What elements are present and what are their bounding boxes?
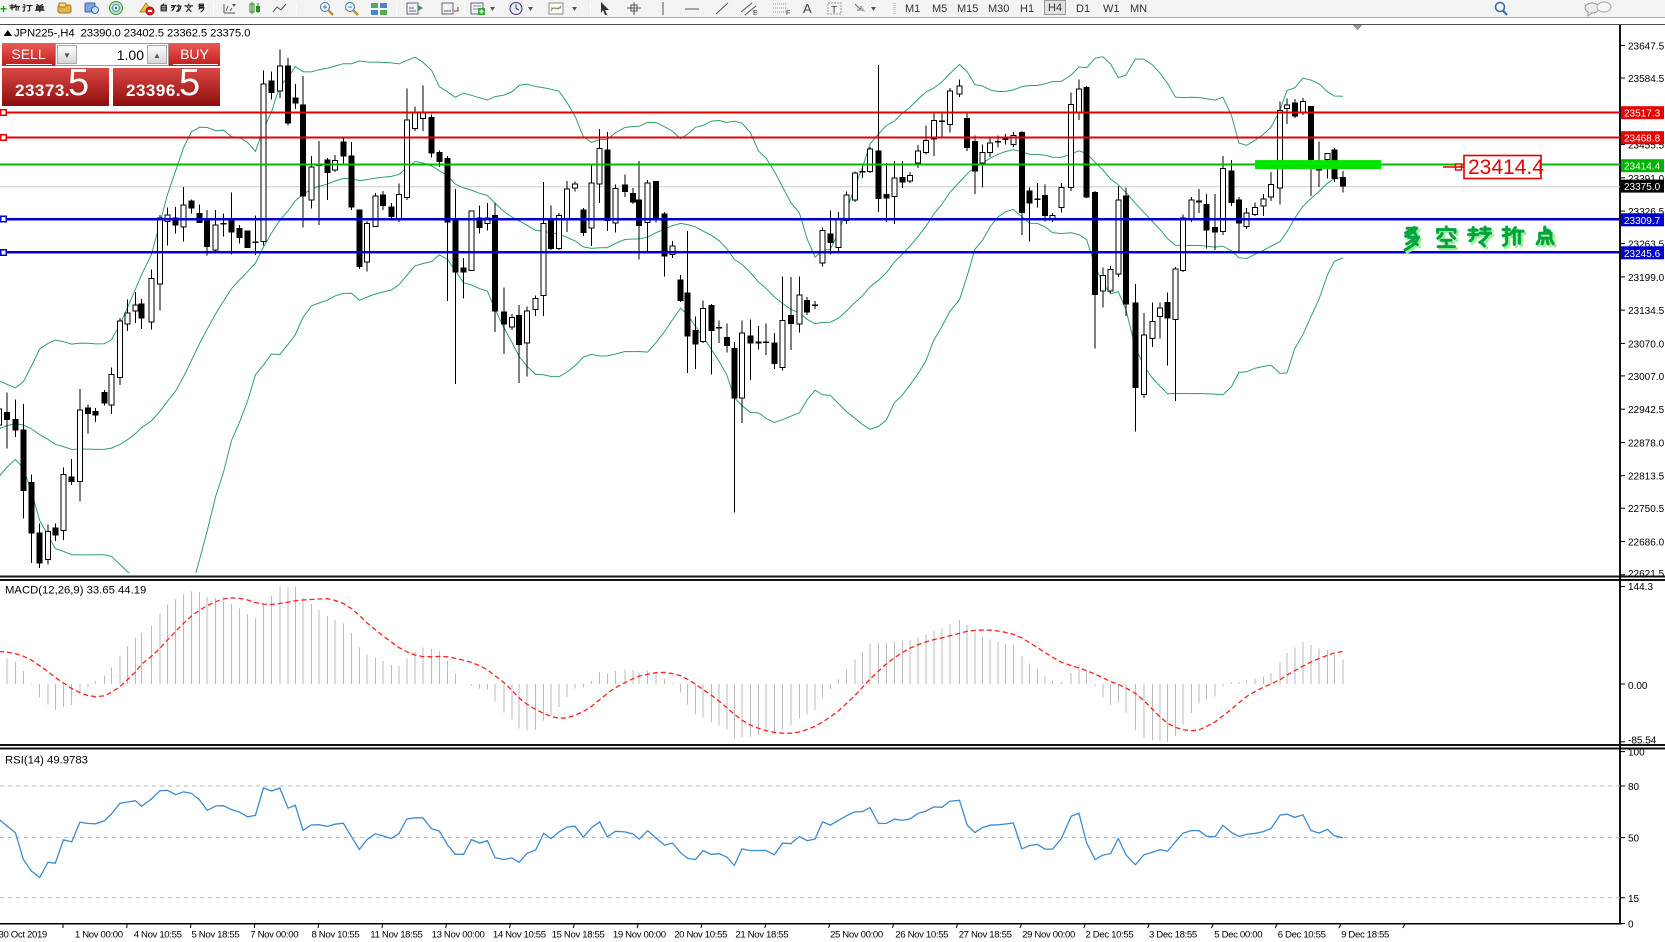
svg-text:23414.4: 23414.4 bbox=[1468, 156, 1544, 179]
svg-text:9 Dec 18:55: 9 Dec 18:55 bbox=[1341, 930, 1389, 941]
svg-text:29 Nov 00:00: 29 Nov 00:00 bbox=[1022, 930, 1075, 941]
svg-text:23455.5: 23455.5 bbox=[1628, 141, 1665, 152]
svg-text:22878.0: 22878.0 bbox=[1628, 439, 1665, 450]
svg-text:23007.0: 23007.0 bbox=[1628, 372, 1665, 383]
svg-text:100: 100 bbox=[1628, 748, 1645, 759]
svg-text:0: 0 bbox=[1628, 920, 1634, 931]
svg-text:23309.7: 23309.7 bbox=[1624, 216, 1661, 227]
svg-text:14 Nov 10:55: 14 Nov 10:55 bbox=[493, 930, 546, 941]
svg-text:3 Dec 18:55: 3 Dec 18:55 bbox=[1149, 930, 1197, 941]
svg-text:15: 15 bbox=[1628, 894, 1640, 905]
svg-text:23375.0: 23375.0 bbox=[1624, 182, 1661, 193]
svg-text:27 Nov 18:55: 27 Nov 18:55 bbox=[959, 930, 1012, 941]
svg-text:MACD(12,26,9) 33.65 44.19: MACD(12,26,9) 33.65 44.19 bbox=[5, 585, 146, 597]
svg-text:-85.54: -85.54 bbox=[1628, 736, 1657, 747]
svg-text:1 Nov 00:00: 1 Nov 00:00 bbox=[75, 930, 123, 941]
svg-text:23391.0: 23391.0 bbox=[1628, 174, 1665, 185]
svg-text:22750.5: 22750.5 bbox=[1628, 504, 1665, 515]
svg-text:22686.0: 22686.0 bbox=[1628, 538, 1665, 549]
svg-text:E: E bbox=[753, 10, 758, 16]
svg-text:23263.5: 23263.5 bbox=[1628, 240, 1665, 251]
svg-text:23414.4: 23414.4 bbox=[1624, 162, 1661, 173]
svg-text:23199.0: 23199.0 bbox=[1628, 273, 1665, 284]
svg-text:4 Nov 10:55: 4 Nov 10:55 bbox=[134, 930, 182, 941]
svg-text:21 Nov 18:55: 21 Nov 18:55 bbox=[735, 930, 788, 941]
svg-text:23245.6: 23245.6 bbox=[1624, 249, 1661, 260]
svg-text:8 Nov 10:55: 8 Nov 10:55 bbox=[312, 930, 360, 941]
svg-text:144.3: 144.3 bbox=[1628, 582, 1653, 593]
svg-text:5 Nov 18:55: 5 Nov 18:55 bbox=[192, 930, 240, 941]
svg-text:15 Nov 18:55: 15 Nov 18:55 bbox=[552, 930, 605, 941]
svg-text:20 Nov 10:55: 20 Nov 10:55 bbox=[674, 930, 727, 941]
svg-text:T: T bbox=[831, 5, 837, 16]
svg-text:13 Nov 00:00: 13 Nov 00:00 bbox=[432, 930, 485, 941]
svg-text:80: 80 bbox=[1628, 782, 1640, 793]
svg-text:23070.0: 23070.0 bbox=[1628, 339, 1665, 350]
svg-text:5 Dec 00:00: 5 Dec 00:00 bbox=[1214, 930, 1262, 941]
svg-text:30 Oct 2019: 30 Oct 2019 bbox=[0, 930, 47, 941]
svg-text:19 Nov 00:00: 19 Nov 00:00 bbox=[613, 930, 666, 941]
svg-text:23134.5: 23134.5 bbox=[1628, 306, 1665, 317]
svg-text:23584.5: 23584.5 bbox=[1628, 74, 1665, 85]
svg-text:6 Dec 10:55: 6 Dec 10:55 bbox=[1278, 930, 1326, 941]
svg-text:22621.5: 22621.5 bbox=[1628, 569, 1665, 580]
svg-text:22813.5: 22813.5 bbox=[1628, 472, 1665, 483]
svg-text:23517.3: 23517.3 bbox=[1624, 109, 1661, 120]
svg-text:23468.8: 23468.8 bbox=[1624, 134, 1661, 145]
svg-text:50: 50 bbox=[1628, 834, 1640, 845]
svg-text:2 Dec 10:55: 2 Dec 10:55 bbox=[1086, 930, 1134, 941]
svg-text:22942.5: 22942.5 bbox=[1628, 405, 1665, 416]
svg-text:RSI(14) 49.9783: RSI(14) 49.9783 bbox=[5, 755, 88, 767]
svg-text:11 Nov 18:55: 11 Nov 18:55 bbox=[370, 930, 422, 941]
svg-text:25 Nov 00:00: 25 Nov 00:00 bbox=[830, 930, 883, 941]
svg-text:23326.5: 23326.5 bbox=[1628, 207, 1665, 218]
svg-text:0.00: 0.00 bbox=[1628, 681, 1648, 692]
svg-text:7 Nov 00:00: 7 Nov 00:00 bbox=[250, 930, 298, 941]
svg-text:F: F bbox=[786, 10, 790, 16]
svg-text:JPN225-,H4 23390.0 23402.5 23: JPN225-,H4 23390.0 23402.5 23362.5 23375… bbox=[14, 28, 250, 40]
svg-text:26 Nov 10:55: 26 Nov 10:55 bbox=[895, 930, 948, 941]
svg-text:23647.5: 23647.5 bbox=[1628, 42, 1665, 53]
